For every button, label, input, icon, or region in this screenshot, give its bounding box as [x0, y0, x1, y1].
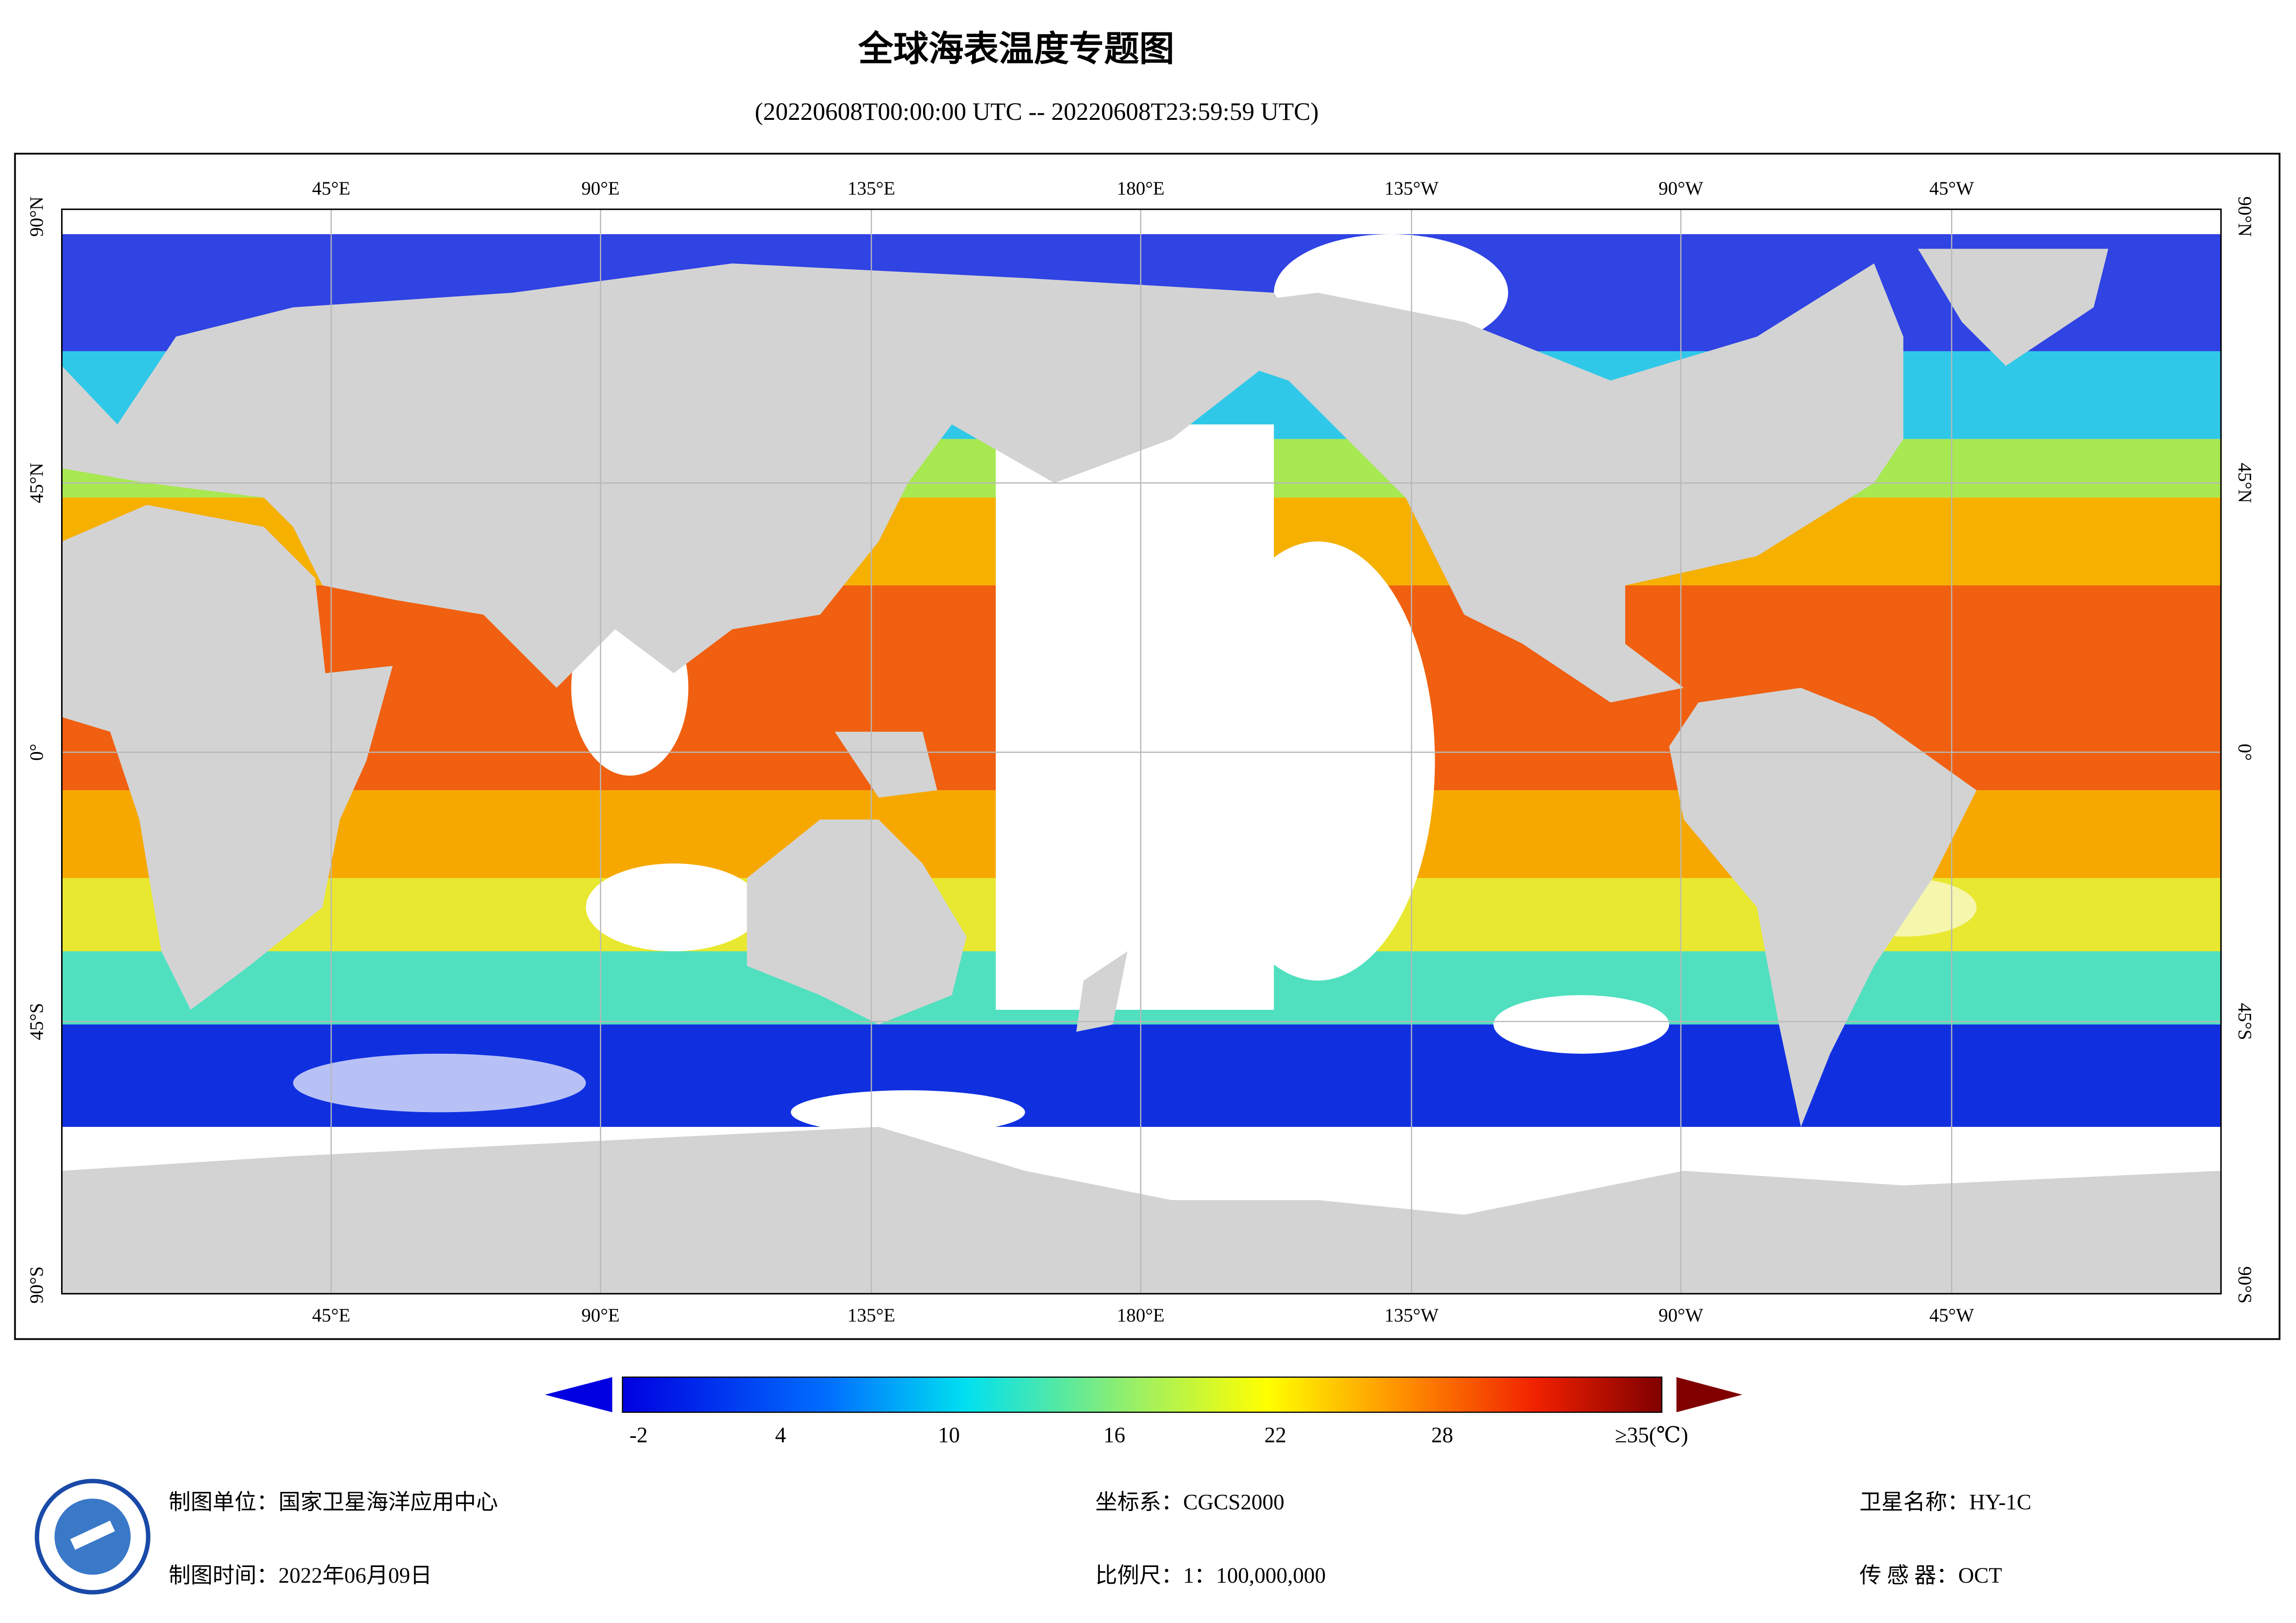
- colorbar-label: 4: [775, 1423, 786, 1447]
- subtitle: (20220608T00:00:00 UTC -- 20220608T23:59…: [755, 98, 1319, 125]
- lat-label: 90°N: [25, 196, 47, 236]
- colorbar: [622, 1376, 1663, 1413]
- lon-label: 135°E: [848, 1305, 895, 1326]
- lon-label: 45°E: [312, 1305, 350, 1326]
- map-border: [61, 208, 2222, 1295]
- colorbar-label: 10: [938, 1423, 960, 1447]
- colorbar-high-arrow: [1676, 1377, 1742, 1412]
- lat-label: 0°: [2234, 744, 2256, 761]
- lon-label: 90°W: [1659, 1305, 1703, 1326]
- lat-label: 45°S: [25, 1003, 47, 1040]
- lon-label: 90°E: [581, 1305, 620, 1326]
- lat-label: 45°N: [2234, 463, 2256, 503]
- lat-label: 90°S: [2234, 1266, 2256, 1303]
- title: 全球海表温度专题图: [858, 29, 1174, 69]
- map-frame: [14, 153, 2281, 1340]
- footer-text: 比例尺：1：100,000,000: [1095, 1564, 1326, 1588]
- logo: [35, 1479, 150, 1595]
- lon-label: 180°E: [1117, 178, 1165, 199]
- lat-label: 45°S: [2234, 1003, 2256, 1040]
- lon-label: 135°W: [1385, 178, 1439, 199]
- footer-text: 传 感 器：OCT: [1859, 1564, 2002, 1588]
- lat-label: 90°S: [25, 1266, 47, 1303]
- lat-label: 0°: [25, 744, 47, 761]
- lon-label: 90°W: [1659, 178, 1703, 199]
- footer-text: 制图时间：2022年06月09日: [168, 1564, 432, 1588]
- colorbar-label: 28: [1431, 1423, 1453, 1447]
- lon-label: 135°W: [1385, 1305, 1439, 1326]
- colorbar-label: ≥35(℃): [1615, 1423, 1688, 1447]
- map: [62, 209, 2221, 1294]
- colorbar-low-arrow: [545, 1377, 612, 1412]
- footer-text: 制图单位：国家卫星海洋应用中心: [168, 1491, 498, 1515]
- lon-label: 45°W: [1929, 1305, 1974, 1326]
- lon-label: 135°E: [848, 178, 895, 199]
- colorbar-label: 16: [1104, 1423, 1125, 1447]
- lon-label: 90°E: [581, 178, 620, 199]
- footer-text: 卫星名称：HY-1C: [1859, 1491, 2031, 1515]
- lat-label: 90°N: [2234, 196, 2256, 236]
- lon-label: 45°E: [312, 178, 350, 199]
- colorbar-label: 22: [1264, 1423, 1286, 1447]
- footer-text: 坐标系：CGCS2000: [1095, 1491, 1284, 1515]
- colorbar-label: -2: [630, 1423, 648, 1447]
- lon-label: 45°W: [1929, 178, 1974, 199]
- lon-label: 180°E: [1117, 1305, 1165, 1326]
- lat-label: 45°N: [25, 463, 47, 503]
